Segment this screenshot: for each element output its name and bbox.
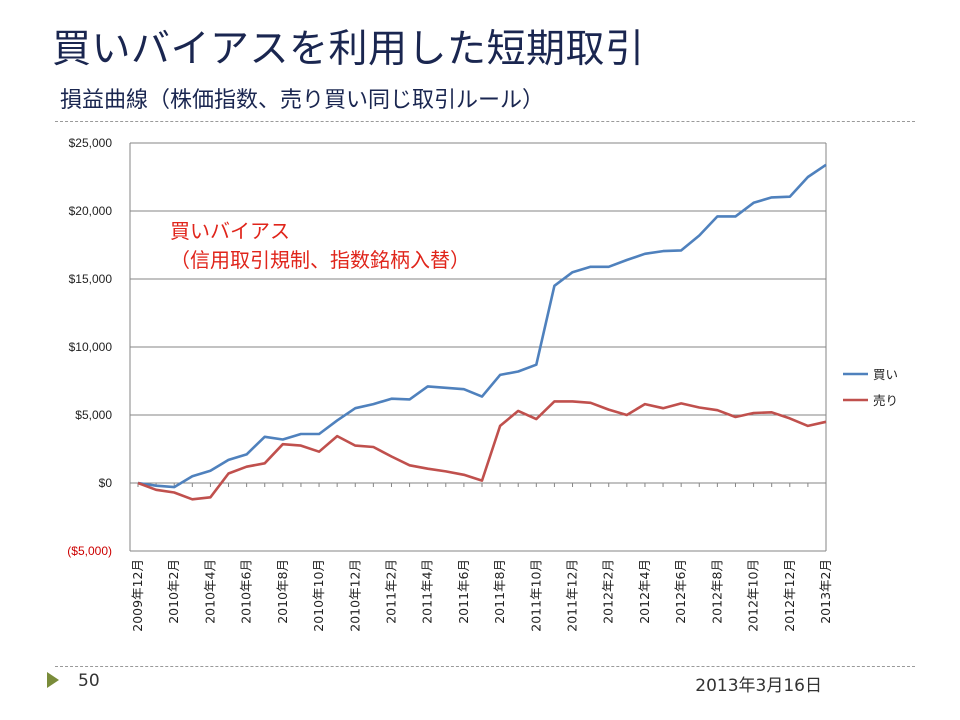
legend-label-1: 売り — [873, 393, 898, 408]
x-tick-label: 2013年2月 — [818, 559, 833, 624]
x-tick-label: 2012年4月 — [637, 559, 652, 624]
x-tick-label: 2012年12月 — [782, 559, 797, 632]
x-tick-label: 2010年6月 — [239, 559, 254, 624]
x-tick-label: 2011年2月 — [383, 559, 398, 624]
x-tick-label: 2010年12月 — [347, 559, 362, 632]
x-tick-label: 2009年12月 — [130, 559, 145, 632]
series-layer — [137, 163, 827, 501]
y-tick-label: $5,000 — [75, 408, 112, 422]
header-divider — [55, 121, 915, 122]
footer-divider — [55, 666, 915, 667]
x-tick-label: 2011年10月 — [528, 559, 543, 632]
x-tick-label: 2010年8月 — [275, 559, 290, 624]
x-tick-label: 2012年8月 — [709, 559, 724, 624]
legend-label-0: 買い — [873, 367, 898, 382]
x-tick-label: 2010年4月 — [202, 559, 217, 624]
slide-subtitle: 損益曲線（株価指数、売り買い同じ取引ルール） — [60, 88, 545, 113]
x-tick-label: 2011年8月 — [492, 559, 507, 624]
series-line-1 — [137, 400, 827, 501]
x-tick-label: 2011年4月 — [420, 559, 435, 624]
axis-layer: ($5,000) $0 $5,000 $10,000 $15,000 $20,000 $25… — [67, 136, 833, 632]
grid-layer — [130, 142, 826, 552]
series-line-0 — [137, 163, 827, 489]
x-tick-label: 2011年12月 — [565, 559, 580, 632]
x-tick-label: 2012年2月 — [601, 559, 616, 624]
x-tick-label: 2012年10月 — [746, 559, 761, 632]
y-tick-label: $15,000 — [69, 272, 113, 286]
footer-date: 2013年3月16日 — [695, 676, 822, 696]
page-number: 50 — [78, 671, 100, 691]
y-tick-label: $10,000 — [69, 340, 113, 354]
annotation-line-2: （信用取引規制、指数銘柄入替） — [170, 248, 470, 272]
y-tick-label: ($5,000) — [67, 544, 112, 558]
x-tick-label: 2012年6月 — [673, 559, 688, 624]
slide-title: 買いバイアスを利用した短期取引 — [52, 27, 645, 72]
y-tick-label: $0 — [99, 476, 113, 490]
triangle-right-icon — [47, 672, 59, 688]
y-tick-label: $20,000 — [69, 204, 113, 218]
x-tick-label: 2011年6月 — [456, 559, 471, 624]
annotation-line-1: 買いバイアス — [170, 219, 290, 243]
x-tick-label: 2010年10月 — [311, 559, 326, 632]
annotation: 買いバイアス （信用取引規制、指数銘柄入替） — [170, 219, 470, 272]
y-tick-label: $25,000 — [69, 136, 113, 150]
x-tick-label: 2010年2月 — [166, 559, 181, 624]
